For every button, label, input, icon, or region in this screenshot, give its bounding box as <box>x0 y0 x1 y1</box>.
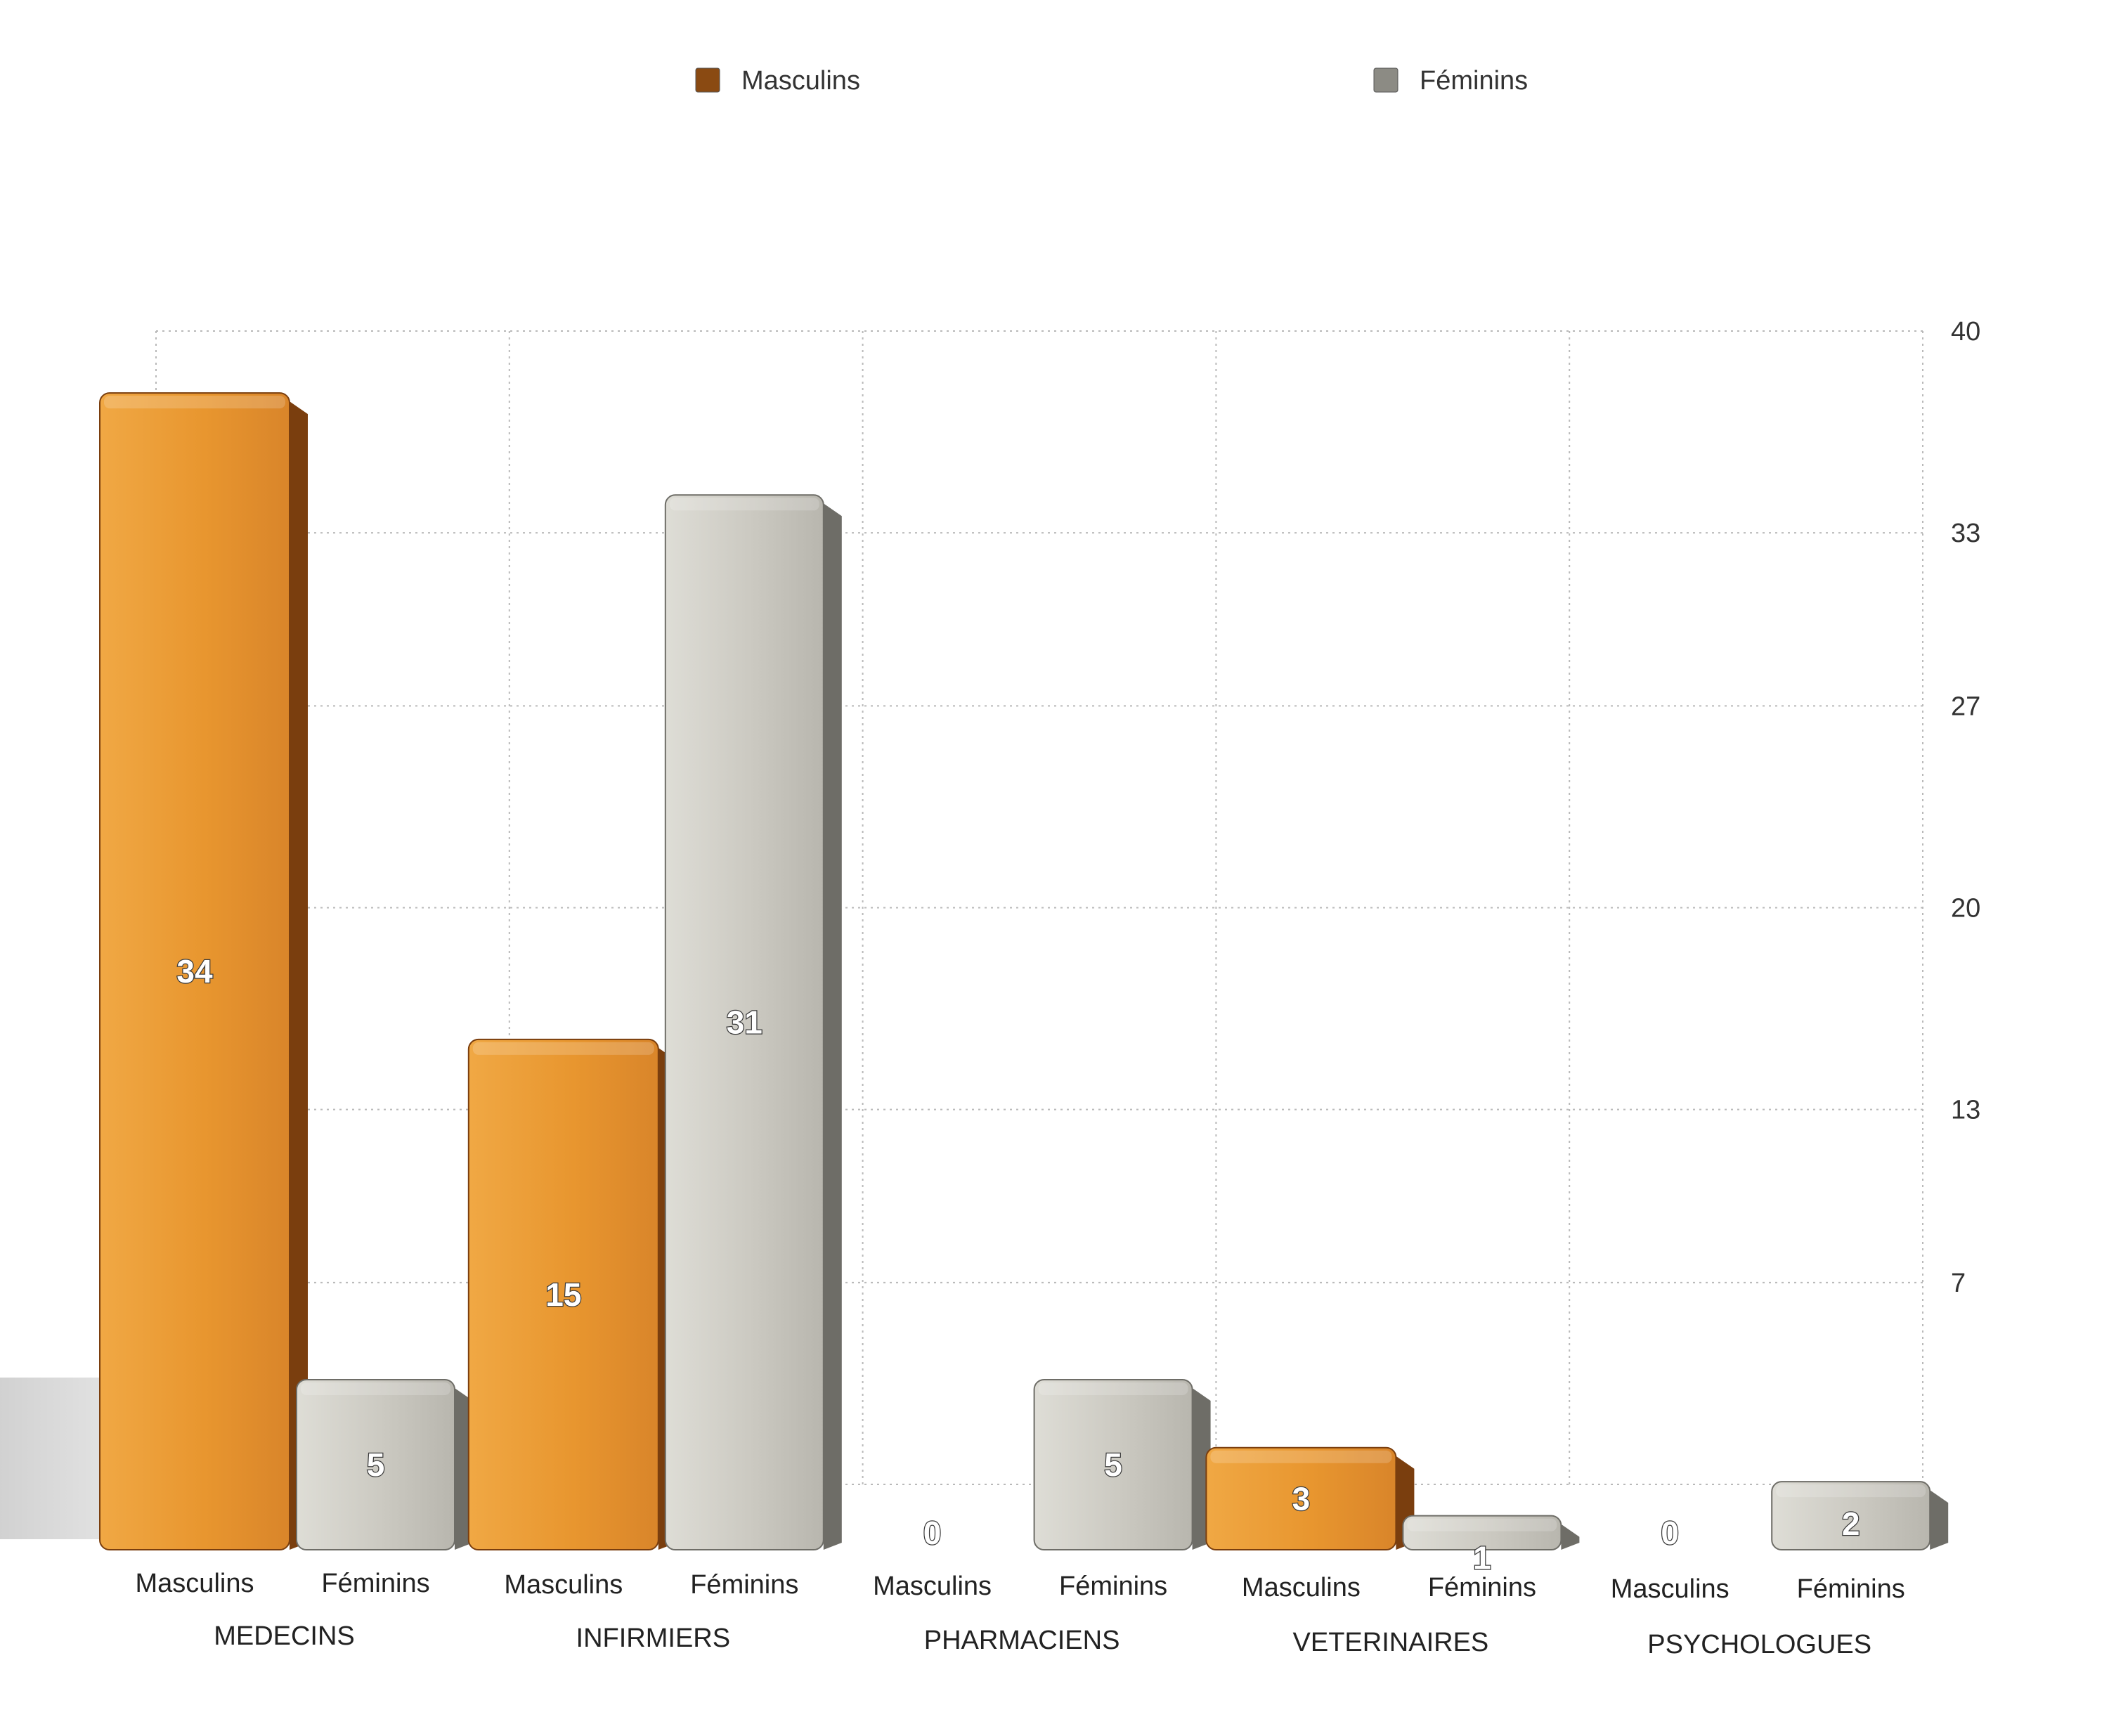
data-label: 31 <box>727 1004 763 1041</box>
bar-top-highlight <box>1038 1382 1188 1395</box>
bar-feminins-infirmiers <box>664 494 824 1550</box>
bar-top-highlight <box>104 396 285 409</box>
bar-series-label: Masculins <box>504 1570 623 1600</box>
bar-top-highlight <box>472 1042 654 1055</box>
y-tick-label: 27 <box>1951 692 1980 721</box>
data-label: 0 <box>1661 1515 1679 1551</box>
y-tick-label: 33 <box>1951 519 1980 548</box>
bar-top-highlight <box>1407 1518 1557 1531</box>
category-label: PSYCHOLOGUES <box>1647 1630 1871 1659</box>
y-tick-label: 20 <box>1951 894 1980 924</box>
data-label: 2 <box>1842 1505 1860 1542</box>
data-label: 5 <box>367 1446 385 1483</box>
bar-series-label: Féminins <box>321 1569 429 1598</box>
y-tick-label: 40 <box>1951 317 1980 346</box>
labels-layer: 34Masculins5FémininsMEDECINS15Masculins3… <box>136 952 1905 1659</box>
bar-side-masculins <box>290 401 308 1550</box>
y-tick-label: 13 <box>1951 1096 1980 1125</box>
data-label: 34 <box>176 953 213 990</box>
bar-masculins-infirmiers <box>467 1038 659 1551</box>
bar-feminins-pharmaciens <box>1033 1378 1193 1551</box>
bar-top-highlight <box>1210 1450 1392 1463</box>
legend-swatch <box>695 67 720 93</box>
bar-series-label: Féminins <box>1059 1572 1167 1601</box>
bar-masculins-veterinaires <box>1205 1446 1397 1550</box>
legend-swatch <box>1373 67 1399 93</box>
category-label: VETERINAIRES <box>1293 1628 1489 1657</box>
data-label: 5 <box>1104 1446 1122 1483</box>
bar-masculins-medecins <box>99 392 290 1550</box>
category-label: MEDECINS <box>214 1621 355 1651</box>
bar-side-feminins <box>1561 1524 1580 1550</box>
category-label: PHARMACIENS <box>924 1626 1120 1655</box>
bar-series-label: Masculins <box>873 1572 992 1601</box>
bar-series-label: Masculins <box>1611 1574 1730 1604</box>
bar-side-feminins <box>823 503 842 1550</box>
data-label: 0 <box>923 1515 942 1551</box>
bar-top-highlight <box>669 498 819 511</box>
category-label: INFIRMIERS <box>576 1624 731 1653</box>
bar-feminins-veterinaires <box>1402 1515 1562 1551</box>
grid-layer <box>155 330 1923 1485</box>
bar-top-highlight <box>1776 1484 1926 1498</box>
bar-feminins-medecins <box>296 1378 455 1551</box>
bar-series-label: Masculins <box>136 1569 254 1598</box>
bar-series-label: Féminins <box>690 1570 798 1600</box>
legend: Masculins Féminins <box>695 66 1528 96</box>
bar-series-label: Masculins <box>1242 1573 1361 1602</box>
bar-series-label: Féminins <box>1428 1573 1536 1602</box>
bar-side-feminins <box>1930 1490 1949 1550</box>
bar-series-label: Féminins <box>1797 1574 1905 1604</box>
data-label: 15 <box>545 1276 581 1313</box>
y-axis: 7 13 20 27 33 40 <box>1951 317 1980 1298</box>
bar-top-highlight <box>301 1382 450 1395</box>
data-label: 3 <box>1292 1480 1311 1517</box>
data-label: 1 <box>1473 1540 1491 1576</box>
bar-feminins-psychologues <box>1771 1481 1931 1550</box>
y-tick-label: 7 <box>1951 1269 1966 1298</box>
bars-layer <box>0 392 1949 1551</box>
legend-label: Féminins <box>1420 66 1528 96</box>
legend-label: Masculins <box>741 66 860 96</box>
